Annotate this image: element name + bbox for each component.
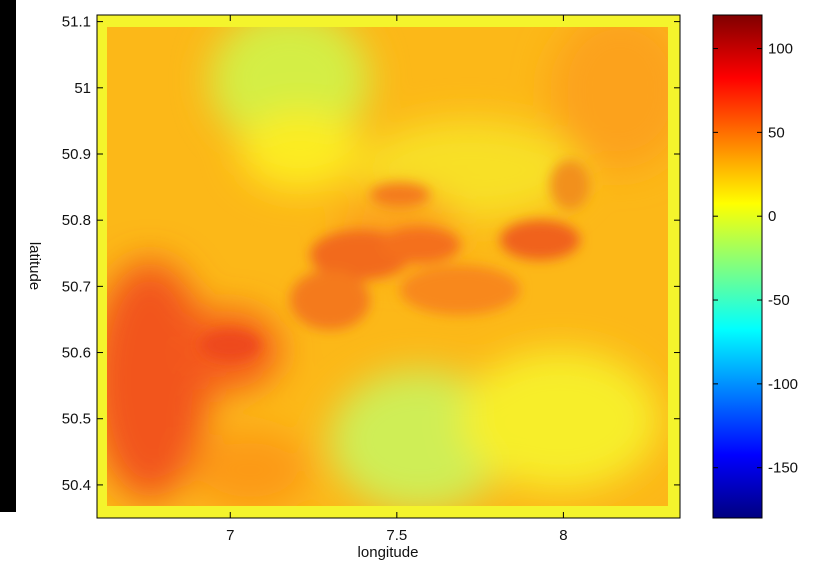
y-tick-label: 51.1 bbox=[62, 14, 91, 31]
colorbar-tick-label: 0 bbox=[768, 208, 776, 225]
y-tick-label: 50.7 bbox=[62, 278, 91, 295]
colorbar-tick-label: -150 bbox=[768, 460, 798, 477]
x-axis-ticks: 7 7.5 8 bbox=[226, 15, 568, 544]
y-tick-label: 50.5 bbox=[62, 411, 91, 428]
colorbar-tick-label: 100 bbox=[768, 41, 793, 58]
heatmap-field bbox=[107, 27, 668, 506]
colorbar-tick-label: -100 bbox=[768, 376, 798, 393]
colorbar bbox=[712, 14, 763, 519]
colorbar-ticks: 100 50 0 -50 -100 -150 bbox=[713, 41, 798, 477]
x-tick-label: 7.5 bbox=[386, 527, 407, 544]
x-axis-title: longitude bbox=[358, 544, 419, 561]
y-tick-label: 50.9 bbox=[62, 146, 91, 163]
y-tick-label: 50.6 bbox=[62, 345, 91, 362]
x-tick-label: 7 bbox=[226, 527, 234, 544]
y-axis-title: latitude bbox=[26, 242, 43, 290]
y-tick-label: 51 bbox=[74, 80, 91, 97]
colorbar-tick-label: -50 bbox=[768, 292, 790, 309]
y-tick-label: 50.4 bbox=[62, 477, 91, 494]
x-tick-label: 8 bbox=[559, 527, 567, 544]
left-edge-bar bbox=[0, 0, 16, 512]
y-tick-label: 50.8 bbox=[62, 212, 91, 229]
y-axis-ticks: 50.4 50.5 50.6 50.7 50.8 50.9 51 51.1 bbox=[62, 14, 680, 494]
colorbar-tick-label: 50 bbox=[768, 124, 785, 141]
